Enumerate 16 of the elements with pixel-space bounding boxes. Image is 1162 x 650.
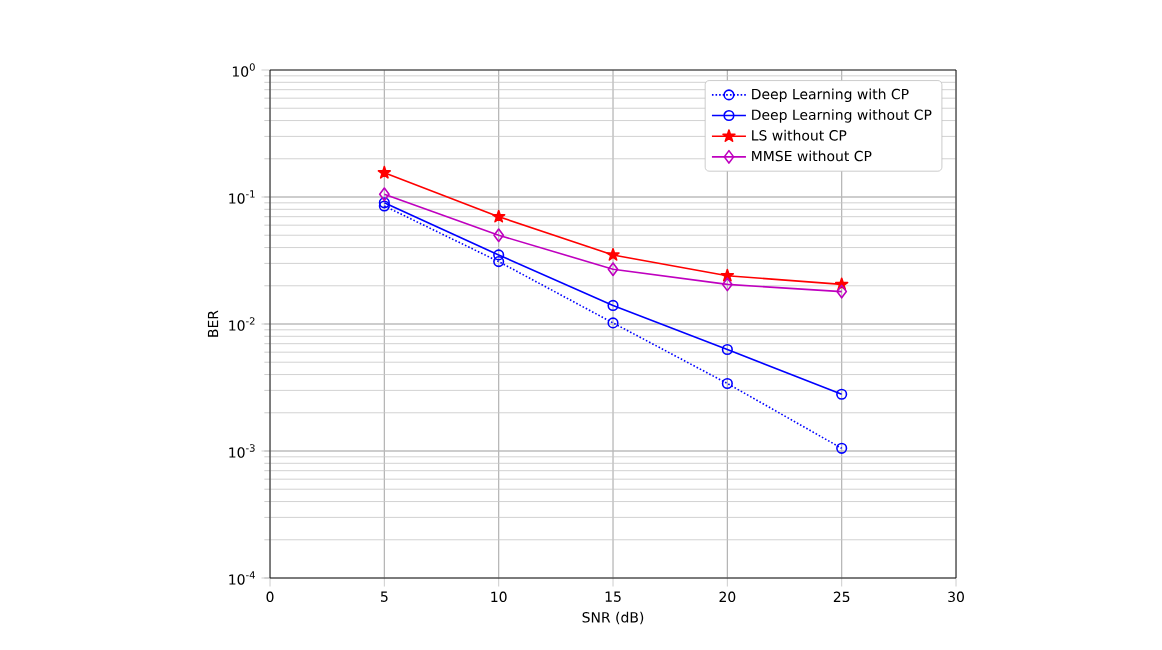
point — [493, 256, 505, 268]
point — [377, 165, 392, 179]
point — [721, 377, 733, 390]
point — [491, 209, 506, 223]
point — [607, 299, 619, 312]
point — [378, 187, 390, 202]
point — [606, 247, 620, 261]
point — [836, 284, 848, 299]
point — [493, 228, 505, 243]
point — [607, 262, 619, 277]
point — [493, 249, 505, 261]
point — [721, 277, 733, 292]
point — [720, 268, 735, 282]
point — [836, 442, 848, 454]
point — [721, 343, 733, 356]
point — [607, 317, 619, 329]
